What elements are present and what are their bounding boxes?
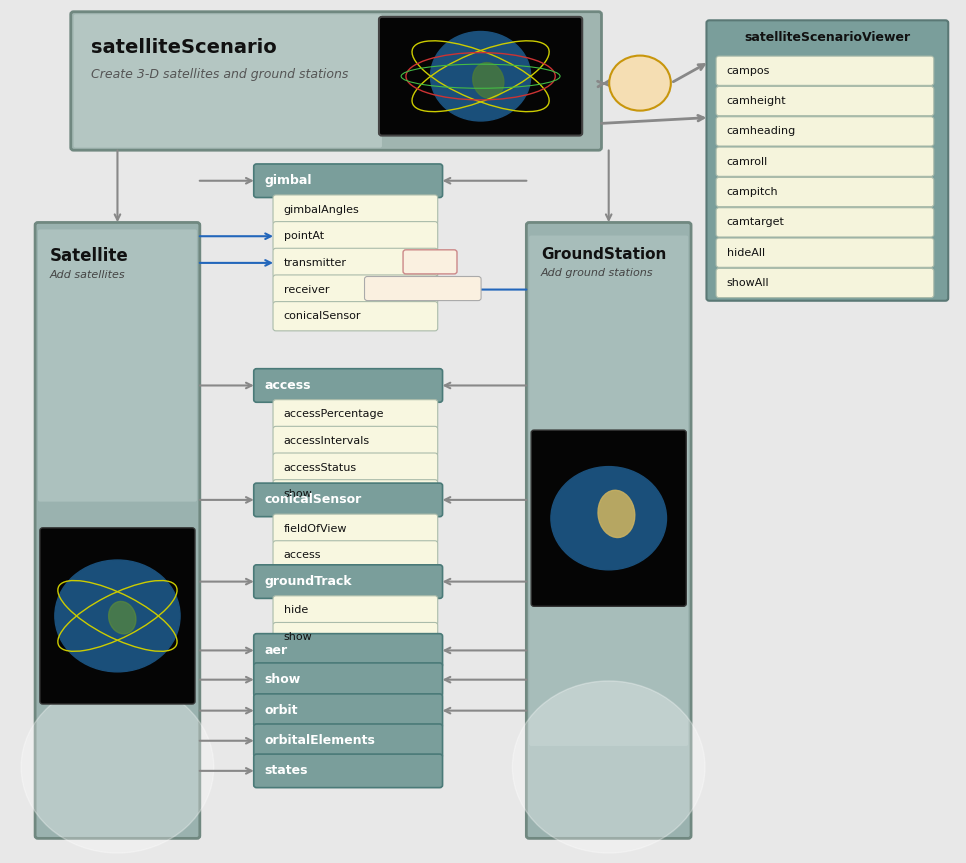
Text: showAll: showAll [726,278,769,288]
Text: orbitalElements: orbitalElements [265,734,375,747]
Text: Add satellites: Add satellites [49,270,126,280]
FancyBboxPatch shape [273,275,438,304]
Circle shape [431,31,530,121]
FancyBboxPatch shape [716,86,934,116]
Text: gimbal: gimbal [265,174,312,187]
FancyBboxPatch shape [254,754,442,788]
Text: GroundStation: GroundStation [541,247,667,261]
Text: access: access [265,379,311,392]
FancyBboxPatch shape [254,694,442,728]
FancyBboxPatch shape [254,369,442,402]
FancyBboxPatch shape [706,21,949,300]
FancyBboxPatch shape [716,56,934,85]
Text: hideAll: hideAll [726,248,765,258]
FancyBboxPatch shape [273,480,438,509]
Text: transmitter: transmitter [284,258,347,268]
Text: conicalSensor: conicalSensor [265,494,361,507]
Circle shape [21,681,213,853]
FancyBboxPatch shape [379,17,582,135]
Text: show: show [265,673,300,686]
Text: states: states [265,765,308,778]
Text: groundTrack: groundTrack [265,575,352,588]
FancyBboxPatch shape [273,249,438,278]
Text: orbit: orbit [265,704,298,717]
Ellipse shape [598,490,635,538]
Circle shape [55,560,180,672]
FancyBboxPatch shape [716,208,934,237]
FancyBboxPatch shape [716,178,934,206]
FancyBboxPatch shape [526,223,691,838]
Text: Create 3-D satellites and ground stations: Create 3-D satellites and ground station… [91,68,349,81]
FancyBboxPatch shape [38,230,197,501]
Text: aer: aer [265,644,288,657]
FancyBboxPatch shape [273,195,438,224]
FancyBboxPatch shape [531,430,686,607]
Text: hide: hide [284,606,308,615]
Text: satelliteScenario: satelliteScenario [91,38,276,57]
Text: satelliteScenarioViewer: satelliteScenarioViewer [744,31,910,45]
Circle shape [610,55,670,110]
Text: show: show [284,632,312,642]
Text: fieldOfView: fieldOfView [284,524,347,533]
FancyBboxPatch shape [273,541,438,570]
FancyBboxPatch shape [273,622,438,652]
FancyBboxPatch shape [71,12,602,150]
FancyBboxPatch shape [254,164,442,198]
Circle shape [551,467,667,570]
FancyBboxPatch shape [716,268,934,298]
Text: Play: Play [625,77,655,90]
Text: camheight: camheight [726,96,786,106]
FancyBboxPatch shape [273,222,438,251]
FancyBboxPatch shape [364,276,481,300]
Text: show: show [284,489,312,500]
FancyBboxPatch shape [254,633,442,667]
FancyBboxPatch shape [73,15,382,148]
Text: campos: campos [726,66,770,76]
FancyBboxPatch shape [273,400,438,429]
Text: camheading: camheading [726,126,796,136]
Text: gaussianAntenna: gaussianAntenna [378,284,469,293]
Text: conicalSensor: conicalSensor [284,312,361,321]
Text: Satellite: Satellite [49,247,128,265]
FancyBboxPatch shape [254,483,442,517]
Text: Add ground stations: Add ground stations [541,268,653,278]
FancyBboxPatch shape [273,426,438,456]
Text: accessIntervals: accessIntervals [284,436,370,446]
Text: campitch: campitch [726,187,779,197]
Text: camtarget: camtarget [726,217,784,227]
FancyBboxPatch shape [716,117,934,146]
FancyBboxPatch shape [273,301,438,331]
FancyBboxPatch shape [529,236,688,746]
Text: link: link [420,257,440,267]
Text: access: access [284,551,321,560]
FancyBboxPatch shape [403,249,457,274]
Text: pointAt: pointAt [284,231,324,242]
FancyBboxPatch shape [273,453,438,482]
Text: accessStatus: accessStatus [284,463,356,473]
FancyBboxPatch shape [254,663,442,696]
FancyBboxPatch shape [273,595,438,625]
Ellipse shape [472,63,504,98]
Circle shape [512,681,705,853]
Text: camroll: camroll [726,157,768,167]
FancyBboxPatch shape [254,565,442,598]
FancyBboxPatch shape [40,528,195,704]
FancyBboxPatch shape [254,724,442,758]
Text: accessPercentage: accessPercentage [284,409,384,419]
FancyBboxPatch shape [716,238,934,268]
FancyBboxPatch shape [716,147,934,176]
Text: gimbalAngles: gimbalAngles [284,205,359,215]
FancyBboxPatch shape [35,223,200,838]
FancyBboxPatch shape [273,514,438,544]
Ellipse shape [108,602,136,634]
Text: receiver: receiver [284,285,329,294]
